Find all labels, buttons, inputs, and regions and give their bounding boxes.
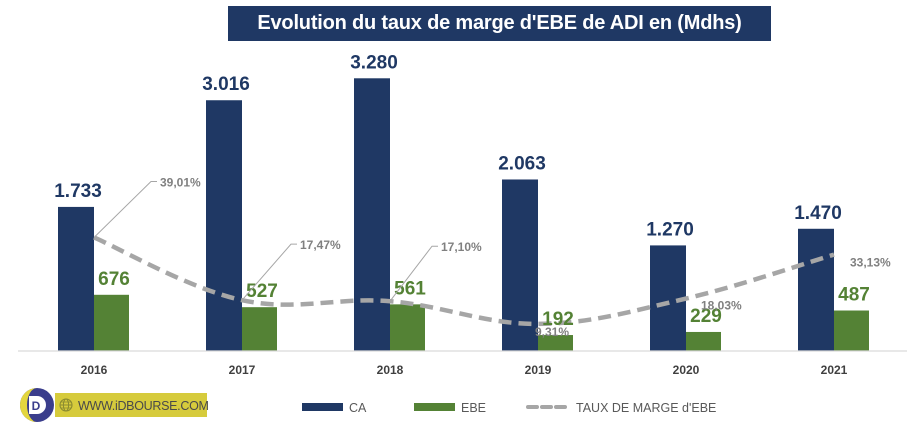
label-taux-2019: 9,31% — [535, 325, 569, 339]
label-ebe-2018: 561 — [394, 278, 426, 299]
label-ebe-2019: 192 — [542, 309, 574, 330]
bar-ca-2017 — [206, 100, 242, 351]
x-tick-2020: 2020 — [673, 363, 700, 377]
bar-ca-2016 — [58, 206, 94, 351]
legend: CA EBE TAUX DE MARGE d'EBE — [302, 401, 716, 415]
x-tick-2018: 2018 — [377, 363, 404, 377]
label-taux-2017: 17,47% — [300, 238, 341, 252]
label-ca-2017: 3.016 — [202, 74, 250, 95]
idbourse-brand: D WWW.iDBOURSE.COM — [20, 388, 209, 422]
legend-item-ca: CA — [302, 401, 367, 415]
labels-layer: 1.733 676 3.016 527 3.280 561 2.063 192 1.270 229… — [54, 52, 891, 339]
x-tick-2017: 2017 — [229, 363, 256, 377]
label-ca-2020: 1.270 — [646, 219, 694, 240]
bar-ca-2018 — [354, 78, 390, 351]
line-taux-marge — [93, 235, 835, 327]
bar-ebe-2019 — [538, 335, 573, 351]
bar-ca-2021 — [798, 228, 834, 351]
x-tick-2019: 2019 — [525, 363, 552, 377]
legend-label-ebe: EBE — [461, 401, 486, 415]
x-axis-ticks: 2016 2017 2018 2019 2020 2021 — [81, 363, 848, 377]
legend-item-taux: TAUX DE MARGE d'EBE — [526, 401, 716, 415]
chart-title: Evolution du taux de marge d'EBE de ADI … — [228, 6, 771, 41]
legend-swatch-ebe — [414, 403, 455, 411]
globe-icon — [59, 398, 73, 412]
legend-item-ebe: EBE — [414, 401, 486, 415]
bars-layer — [58, 78, 869, 351]
x-tick-2016: 2016 — [81, 363, 108, 377]
legend-label-taux: TAUX DE MARGE d'EBE — [576, 401, 716, 415]
leader-line-2018 — [389, 245, 438, 302]
bar-ebe-2017 — [242, 307, 277, 351]
bar-ebe-2018 — [390, 304, 425, 351]
bar-ebe-2020 — [686, 331, 721, 351]
label-ca-2021: 1.470 — [794, 203, 842, 224]
x-tick-2021: 2021 — [821, 363, 848, 377]
leader-line-2017 — [241, 243, 297, 301]
label-ca-2019: 2.063 — [498, 153, 546, 174]
line-layer — [93, 235, 835, 327]
label-taux-2021: 33,13% — [850, 256, 891, 270]
brand-banner — [55, 393, 207, 417]
label-ebe-2016: 676 — [98, 269, 130, 290]
bar-ebe-2016 — [94, 294, 129, 351]
legend-label-ca: CA — [349, 401, 367, 415]
leader-line-2016 — [93, 180, 157, 238]
label-taux-2020: 18,03% — [701, 299, 742, 313]
label-ebe-2021: 487 — [838, 285, 870, 306]
label-ca-2018: 3.280 — [350, 52, 398, 73]
label-taux-2018: 17,10% — [441, 240, 482, 254]
label-ca-2016: 1.733 — [54, 181, 102, 202]
logo-letter: D — [32, 399, 41, 413]
label-ebe-2020: 229 — [690, 306, 722, 327]
idbourse-logo-icon: D — [20, 388, 54, 422]
label-taux-2016: 39,01% — [160, 175, 201, 189]
brand-url[interactable]: WWW.iDBOURSE.COM — [78, 399, 209, 413]
bar-ebe-2021 — [834, 310, 869, 351]
legend-swatch-ca — [302, 403, 343, 411]
label-ebe-2017: 527 — [246, 281, 278, 302]
